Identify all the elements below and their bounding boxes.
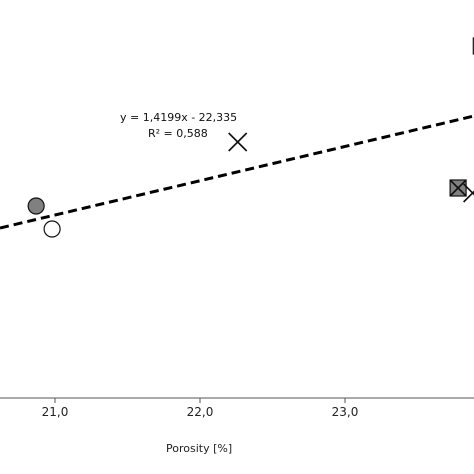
x-tick-label: 22,0: [187, 405, 214, 419]
data-point-circle-filled: [27, 197, 45, 215]
data-point-cross: [463, 183, 474, 203]
data-point-circle-open: [43, 220, 61, 238]
data-points: [27, 37, 474, 238]
trendline-equation: y = 1,4199x - 22,335: [120, 111, 237, 124]
x-tick-label: 21,0: [42, 405, 69, 419]
data-point-square-cross: [449, 179, 467, 197]
data-point-cross: [228, 132, 248, 152]
trendline: [0, 114, 474, 230]
x-ticks: 21,0 22,0 23,0: [42, 398, 359, 419]
trendline-r-squared: R² = 0,588: [148, 127, 208, 140]
x-axis-label: Porosity [%]: [166, 442, 232, 455]
x-tick-label: 23,0: [332, 405, 359, 419]
